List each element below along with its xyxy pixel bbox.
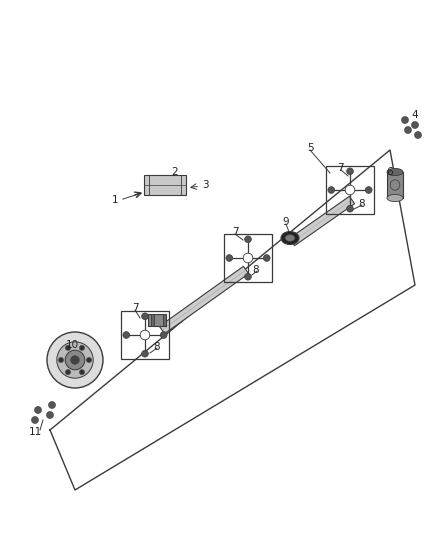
Circle shape <box>328 187 335 193</box>
Polygon shape <box>290 196 355 246</box>
Bar <box>163 314 166 326</box>
Bar <box>151 314 154 326</box>
Circle shape <box>405 126 411 133</box>
Text: 4: 4 <box>412 110 418 120</box>
Circle shape <box>65 345 71 350</box>
Text: 10: 10 <box>65 340 78 350</box>
Circle shape <box>141 313 148 320</box>
Circle shape <box>49 401 56 408</box>
Circle shape <box>32 416 39 424</box>
Bar <box>224 234 272 282</box>
Circle shape <box>243 253 253 263</box>
Bar <box>387 172 403 198</box>
Circle shape <box>414 132 421 139</box>
Circle shape <box>160 332 167 338</box>
Circle shape <box>79 369 85 375</box>
Polygon shape <box>159 266 249 334</box>
Circle shape <box>57 342 93 378</box>
Ellipse shape <box>387 168 403 175</box>
Text: 7: 7 <box>132 303 138 313</box>
Circle shape <box>141 350 148 357</box>
Circle shape <box>35 407 42 414</box>
Circle shape <box>263 255 270 261</box>
Circle shape <box>245 273 251 280</box>
Circle shape <box>86 358 92 362</box>
Circle shape <box>123 332 130 338</box>
Bar <box>326 166 374 214</box>
Text: 8: 8 <box>154 342 160 352</box>
Bar <box>148 314 166 326</box>
Circle shape <box>65 350 85 370</box>
Circle shape <box>65 369 71 375</box>
Text: 8: 8 <box>359 199 365 209</box>
Circle shape <box>226 255 233 261</box>
Circle shape <box>59 358 64 362</box>
Ellipse shape <box>387 195 403 201</box>
Bar <box>121 311 169 359</box>
Text: 3: 3 <box>201 180 208 190</box>
Circle shape <box>245 236 251 243</box>
Circle shape <box>71 356 79 364</box>
Text: 1: 1 <box>112 195 118 205</box>
Text: 7: 7 <box>337 163 343 173</box>
Circle shape <box>47 332 103 388</box>
Circle shape <box>140 330 150 340</box>
Text: 9: 9 <box>283 217 290 227</box>
Circle shape <box>345 185 355 195</box>
Circle shape <box>346 205 353 212</box>
Circle shape <box>79 345 85 350</box>
Text: 6: 6 <box>387 167 393 177</box>
Circle shape <box>346 168 353 175</box>
Circle shape <box>402 117 409 124</box>
Text: 8: 8 <box>253 265 259 275</box>
Text: 2: 2 <box>172 167 178 177</box>
Circle shape <box>46 411 53 418</box>
Ellipse shape <box>285 235 295 241</box>
Text: 11: 11 <box>28 427 42 437</box>
Circle shape <box>365 187 372 193</box>
Text: 5: 5 <box>307 143 313 153</box>
Text: 7: 7 <box>232 227 238 237</box>
Ellipse shape <box>281 231 299 245</box>
Circle shape <box>411 122 418 128</box>
Bar <box>144 175 186 195</box>
